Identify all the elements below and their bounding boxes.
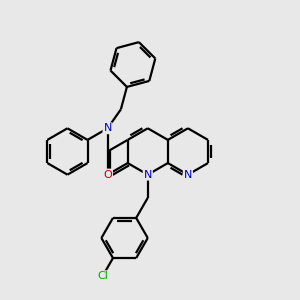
Text: N: N [144, 170, 152, 180]
Text: Cl: Cl [97, 271, 108, 281]
Text: N: N [103, 123, 112, 133]
Text: O: O [103, 170, 112, 180]
Text: N: N [184, 170, 192, 180]
Text: O: O [103, 170, 112, 180]
